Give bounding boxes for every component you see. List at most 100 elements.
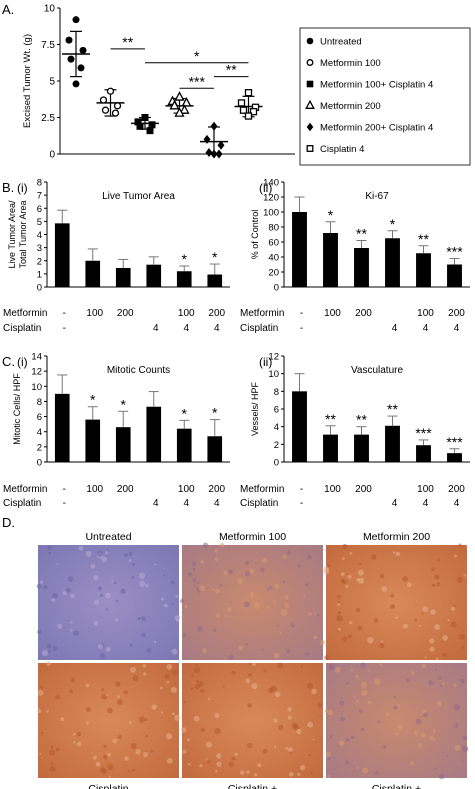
- cell-texture: [99, 593, 104, 598]
- cell-texture: [197, 625, 203, 632]
- category-metformin: 100: [178, 308, 195, 319]
- cell-texture: [161, 597, 165, 601]
- category-cisplatin: 4: [392, 498, 398, 509]
- cell-texture: [166, 664, 173, 670]
- bar: [146, 264, 162, 287]
- cell-texture: [379, 573, 385, 579]
- cell-texture: [282, 554, 287, 559]
- bar: [416, 253, 431, 287]
- category-cisplatin: -: [63, 498, 66, 509]
- legend-label: Metformin 200+ Cisplatin 4: [320, 123, 433, 134]
- row-label-cisplatin: Cisplatin: [3, 323, 41, 334]
- cell-texture: [379, 662, 383, 666]
- cell-texture: [273, 745, 277, 749]
- cell-texture: [385, 712, 390, 717]
- cell-texture: [200, 688, 205, 694]
- cell-texture: [362, 767, 369, 774]
- cell-texture: [454, 554, 458, 558]
- cell-texture: [228, 654, 234, 661]
- y-tick-label: 4: [37, 230, 42, 241]
- cell-texture: [405, 677, 410, 683]
- cell-texture: [48, 551, 52, 555]
- cell-texture: [454, 744, 461, 751]
- cell-texture: [442, 635, 448, 641]
- y-tick-label: 40: [268, 253, 279, 264]
- cell-texture: [112, 738, 117, 743]
- cell-texture: [356, 766, 359, 769]
- cell-texture: [76, 732, 82, 737]
- y-tick-label: 14: [31, 352, 42, 363]
- cell-texture: [288, 771, 294, 777]
- bar: [207, 436, 223, 462]
- bar: [176, 271, 192, 287]
- cell-texture: [196, 581, 200, 584]
- cell-texture: [181, 615, 184, 618]
- cell-texture: [374, 678, 381, 685]
- data-point: [113, 102, 122, 110]
- cell-texture: [311, 688, 317, 695]
- category-cisplatin: -: [300, 498, 303, 509]
- cell-texture: [249, 593, 255, 599]
- significance-star: *: [182, 251, 188, 267]
- cell-texture: [69, 620, 73, 624]
- cell-texture: [355, 607, 361, 613]
- y-tick-label: 60: [268, 238, 279, 249]
- cell-texture: [432, 729, 436, 733]
- cell-texture: [269, 585, 273, 590]
- cell-texture: [153, 640, 157, 644]
- cell-texture: [214, 713, 220, 718]
- cell-texture: [428, 680, 434, 686]
- cell-texture: [351, 736, 355, 740]
- cell-texture: [274, 583, 280, 589]
- cell-texture: [442, 652, 447, 657]
- panel-label-bii: (ii): [259, 181, 272, 195]
- micrograph-label-line: Cisplatin +: [228, 783, 277, 789]
- category-metformin: 200: [355, 484, 372, 495]
- cell-texture: [62, 591, 67, 596]
- data-point: [210, 121, 218, 131]
- data-point: [101, 106, 110, 114]
- cell-texture: [447, 619, 450, 622]
- cell-texture: [175, 594, 179, 598]
- cell-texture: [284, 595, 289, 600]
- cell-texture: [247, 703, 252, 708]
- cell-texture: [94, 599, 100, 605]
- cell-texture: [259, 567, 265, 573]
- cell-texture: [128, 551, 133, 556]
- y-tick-label: 5: [49, 77, 55, 88]
- micrograph-image: [182, 663, 323, 778]
- y-axis-label-line: Vessels/ HPF: [250, 381, 260, 436]
- significance-star: **: [356, 412, 367, 428]
- cell-texture: [166, 757, 173, 764]
- cell-texture: [436, 701, 442, 706]
- category-metformin: 200: [208, 484, 225, 495]
- cell-texture: [96, 550, 104, 557]
- data-point: [77, 64, 85, 72]
- row-label-metformin: Metformin: [3, 484, 47, 495]
- cell-texture: [151, 704, 157, 710]
- cell-texture: [410, 671, 415, 675]
- cell-texture: [207, 697, 210, 701]
- data-point: [134, 118, 142, 126]
- cell-texture: [114, 618, 119, 622]
- cell-texture: [310, 771, 313, 775]
- cell-texture: [361, 689, 368, 696]
- chart-title: Vasculature: [351, 365, 404, 376]
- cell-texture: [113, 581, 117, 585]
- cell-texture: [98, 643, 104, 650]
- cell-texture: [228, 761, 234, 767]
- cell-texture: [261, 557, 268, 563]
- bar: [323, 434, 338, 462]
- category-metformin: 100: [178, 484, 195, 495]
- y-axis-label: Excised Tumor Wt. (g): [22, 34, 33, 128]
- cell-texture: [187, 738, 191, 742]
- legend-marker: [306, 37, 314, 45]
- micrograph-label-line: Cisplatin +: [372, 783, 421, 789]
- cell-texture: [342, 543, 348, 550]
- cell-texture: [143, 752, 149, 758]
- significance-star: ***: [446, 244, 463, 260]
- cell-texture: [154, 563, 157, 566]
- bar: [85, 419, 101, 462]
- cell-texture: [127, 769, 130, 773]
